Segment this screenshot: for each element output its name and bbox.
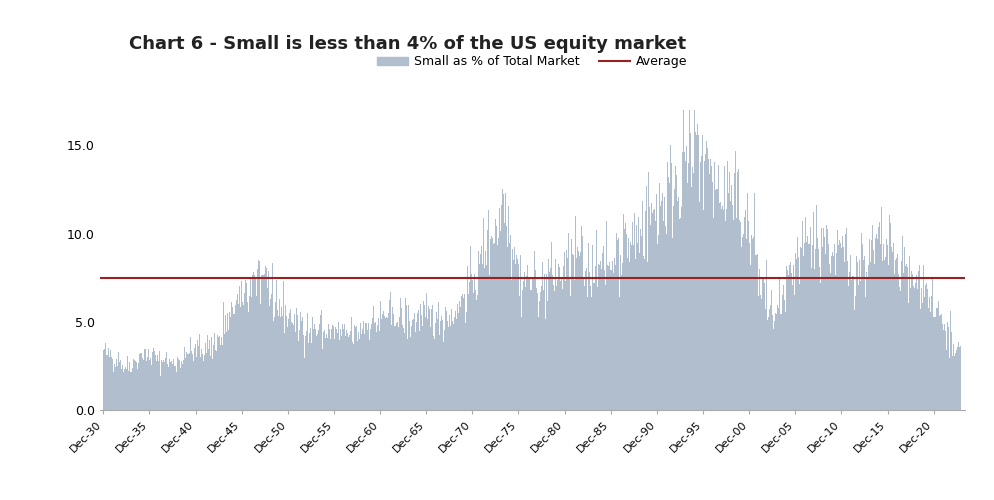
Legend: Small as % of Total Market, Average: Small as % of Total Market, Average [372, 50, 692, 73]
Text: Chart 6 - Small is less than 4% of the US equity market: Chart 6 - Small is less than 4% of the U… [129, 35, 686, 53]
